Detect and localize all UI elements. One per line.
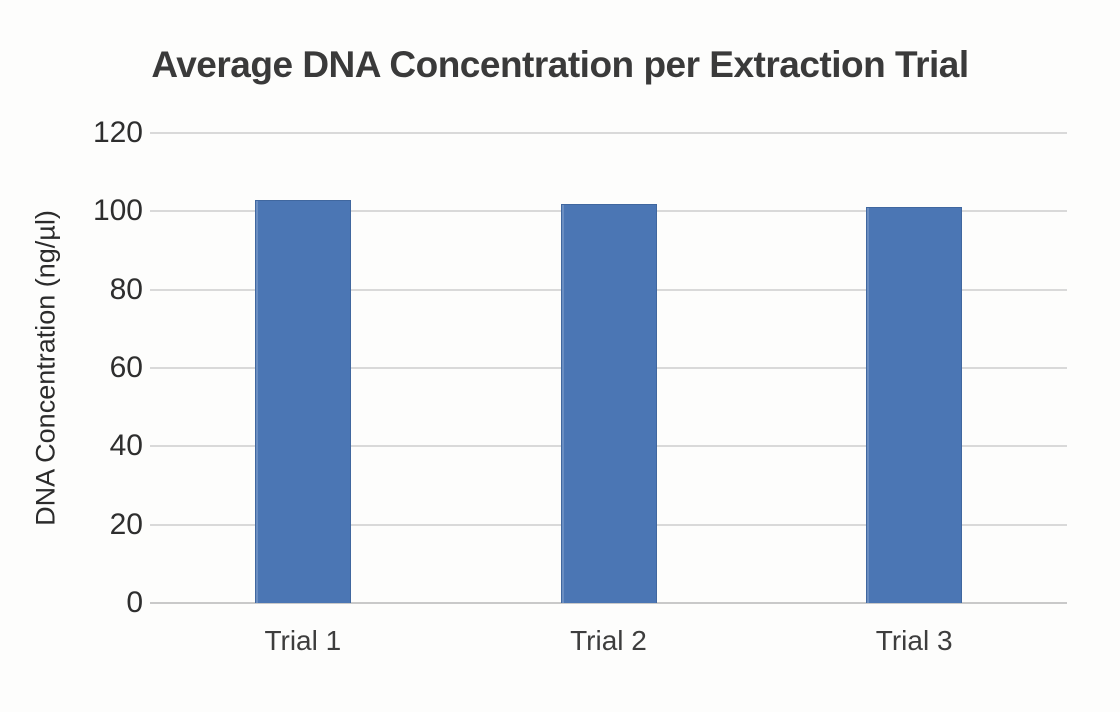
gridline-y-0 xyxy=(150,602,1067,604)
gridline-y-120 xyxy=(150,132,1067,134)
x-tick-label-trial-1: Trial 1 xyxy=(264,625,342,656)
chart-title: Average DNA Concentration per Extraction… xyxy=(151,44,969,85)
x-tick-label-trial-2: Trial 2 xyxy=(570,625,647,656)
x-axis-labels: Trial 1 Trial 2 Trial 3 xyxy=(150,625,1067,670)
y-tick-label-80: 80 xyxy=(109,272,143,306)
bar-trial-1 xyxy=(254,199,351,603)
y-tick-label-40: 40 xyxy=(109,429,143,463)
plot-area xyxy=(150,132,1067,604)
y-tick-label-120: 120 xyxy=(92,116,143,149)
x-tick-label-trial-3: Trial 3 xyxy=(875,625,953,656)
y-tick-label-100: 100 xyxy=(92,194,143,228)
y-tick-label-60: 60 xyxy=(109,351,143,384)
y-axis-ticks: 0 20 40 60 80 100 120 xyxy=(55,118,143,618)
y-tick-label-0: 0 xyxy=(126,586,143,619)
bar-trial-3 xyxy=(866,207,963,603)
y-tick-label-20: 20 xyxy=(109,507,143,541)
bar-trial-2 xyxy=(560,203,657,603)
